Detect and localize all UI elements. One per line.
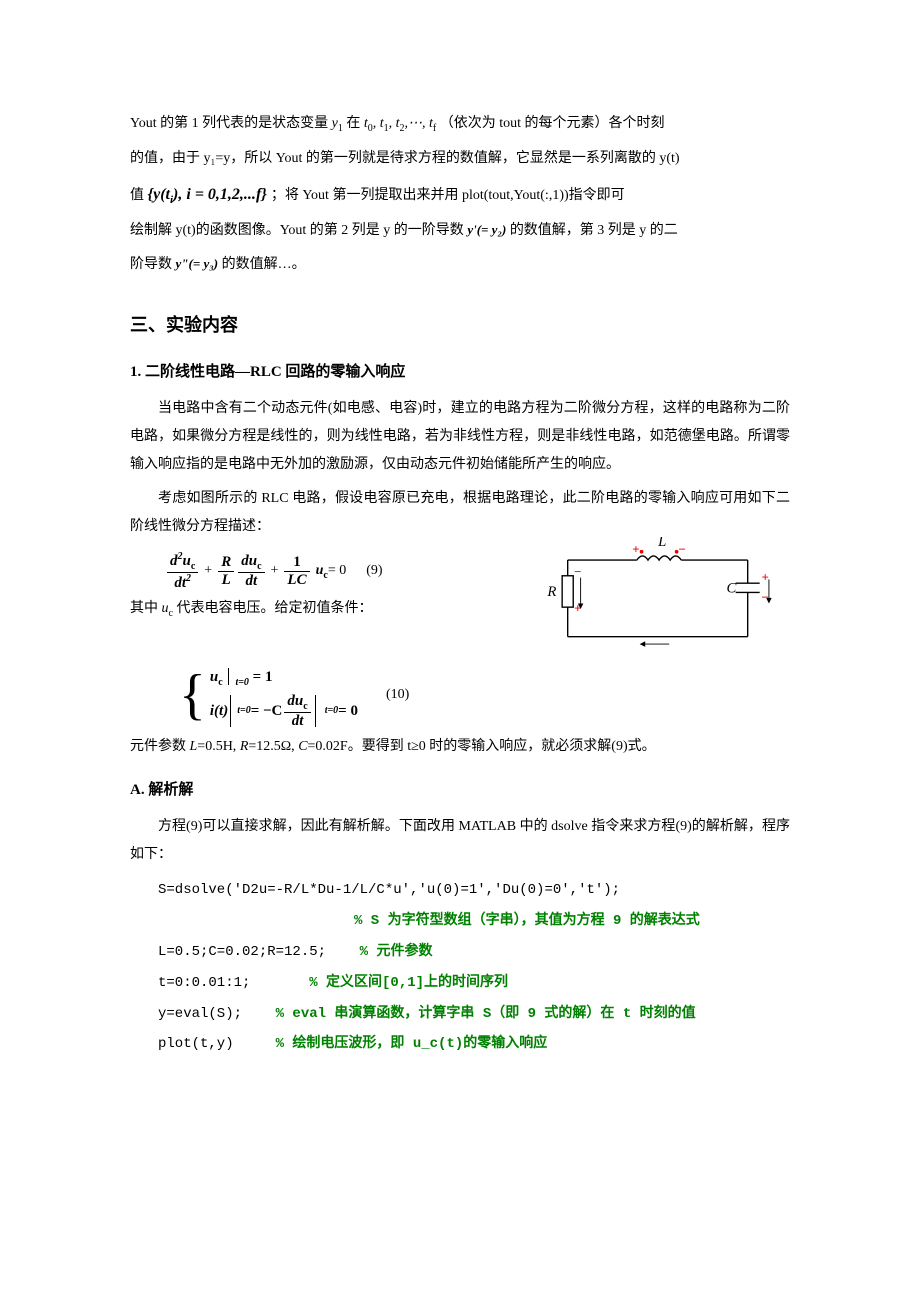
intro-text: Yout 的第 1 列代表的是状态变量 (130, 116, 332, 131)
svg-text:+: + (632, 542, 639, 557)
eq10-line1: uc t=0 = 1 (210, 661, 358, 693)
eq9-number: (9) (366, 557, 382, 585)
intro-text: 的值，由于 y₁=y，所以 Yout 的第一列就是待求方程的数值解，它显然是一系… (130, 151, 680, 166)
frac-1-LC: 1 LC (284, 554, 309, 588)
code-line-5: plot(t,y) % 绘制电压波形，即 u_c(t)的零输入响应 (130, 1029, 790, 1060)
code-line-4: y=eval(S); % eval 串演算函数，计算字串 S（即 9 式的解）在… (130, 999, 790, 1030)
subsection-1-p2: 考虑如图所示的 RLC 电路，假设电容原已充电，根据电路理论，此二阶电路的零输入… (130, 485, 790, 541)
uc-symbol: uc (162, 601, 173, 616)
intro-paragraph: 阶导数 y"(= y₃) 的数值解…。 (130, 251, 790, 279)
intro-text: 的数值解，第 3 列是 y 的二 (510, 223, 678, 238)
eq10-number: (10) (386, 681, 409, 709)
frac-R-L: R L (218, 554, 234, 588)
equation9-row: d2uc dt2 + R L duc dt + 1 LC (130, 547, 790, 657)
intro-text: （依次为 tout 的每个元素）各个时刻 (440, 116, 665, 131)
set-expression: {y(ti), i = 0,1,2,...f} (148, 186, 271, 203)
eq9-expr: d2uc dt2 + R L duc dt + 1 LC (165, 551, 346, 592)
t-list: t0, t1, t2,⋯, tf (364, 116, 440, 131)
intro-text: 在 (346, 116, 364, 131)
intro-text: 值 (130, 188, 144, 203)
equation9-left: d2uc dt2 + R L duc dt + 1 LC (130, 547, 510, 630)
svg-text:−: − (678, 542, 685, 557)
section-A-heading: A. 解析解 (130, 775, 790, 805)
frac-du-dt: duc dt (238, 553, 264, 590)
eq10-line2: i(t) t=0 = −C duc dt t=0 = 0 (210, 693, 358, 730)
equation-9: d2uc dt2 + R L duc dt + 1 LC (165, 551, 510, 592)
subsection-1-heading: 1. 二阶线性电路—RLC 回路的零输入响应 (130, 357, 790, 387)
section-A-p1: 方程(9)可以直接求解，因此有解析解。下面改用 MATLAB 中的 dsolve… (130, 813, 790, 869)
intro-text: ；将 Yout 第一列提取出来并用 plot(tout,Yout(:,1))指令… (271, 188, 625, 203)
eq10-lines: uc t=0 = 1 i(t) t=0 = −C duc dt t=0 = 0 (210, 661, 358, 730)
code-line-1: S=dsolve('D2u=-R/L*Du-1/L/C*u','u(0)=1',… (130, 875, 790, 906)
label-C: C (726, 580, 736, 596)
intro-text: 的数值解…。 (222, 257, 306, 272)
intro-text: 绘制解 y(t)的函数图像。Yout 的第 2 列是 y 的一阶导数 (130, 223, 467, 238)
yprime: y'(= y₂) (467, 222, 506, 237)
intro-text: 阶导数 (130, 257, 176, 272)
label-R: R (546, 584, 556, 600)
frac-duc-dt: duc dt (284, 693, 310, 730)
document-page: Yout 的第 1 列代表的是状态变量 y1 在 t0, t1, t2,⋯, t… (0, 0, 920, 1140)
svg-text:−: − (574, 564, 581, 579)
left-brace: { (179, 667, 206, 723)
code-comment-1: % S 为字符型数组（字串），其值为方程 9 的解表达式 (130, 906, 790, 937)
intro-paragraph: 绘制解 y(t)的函数图像。Yout 的第 2 列是 y 的一阶导数 y'(= … (130, 217, 790, 245)
params-line: 元件参数 L=0.5H, R=12.5Ω, C=0.02F。要得到 t≥0 时的… (130, 733, 790, 761)
code-line-3: t=0:0.01:1; % 定义区间[0,1]上的时间序列 (130, 968, 790, 999)
section-3-heading: 三、实验内容 (130, 307, 790, 343)
intro-paragraph: 值 {y(ti), i = 0,1,2,...f} ；将 Yout 第一列提取出… (130, 179, 790, 211)
var-y1: y1 (332, 116, 343, 131)
subsection-1-p1: 当电路中含有二个动态元件(如电感、电容)时，建立的电路方程为二阶微分方程，这样的… (130, 395, 790, 479)
intro-paragraph: Yout 的第 1 列代表的是状态变量 y1 在 t0, t1, t2,⋯, t… (130, 110, 790, 139)
equation-10: { uc t=0 = 1 i(t) t=0 = −C duc dt t=0 (179, 661, 790, 730)
frac-d2u-dt2: d2uc dt2 (167, 551, 198, 592)
code-line-2: L=0.5;C=0.02;R=12.5; % 元件参数 (130, 937, 790, 968)
uc-note: 其中 uc 代表电容电压。给定初值条件： (130, 595, 510, 624)
intro-paragraph: 的值，由于 y₁=y，所以 Yout 的第一列就是待求方程的数值解，它显然是一系… (130, 145, 790, 173)
code-block: S=dsolve('D2u=-R/L*Du-1/L/C*u','u(0)=1',… (130, 875, 790, 1060)
ydprime: y"(= y₃) (176, 256, 219, 271)
rlc-circuit-diagram: + − L R − + C + − (530, 537, 790, 657)
svg-text:−: − (762, 590, 769, 605)
eq10-brace-group: { uc t=0 = 1 i(t) t=0 = −C duc dt t=0 (179, 661, 358, 730)
label-L: L (657, 537, 666, 550)
svg-text:+: + (762, 569, 769, 584)
